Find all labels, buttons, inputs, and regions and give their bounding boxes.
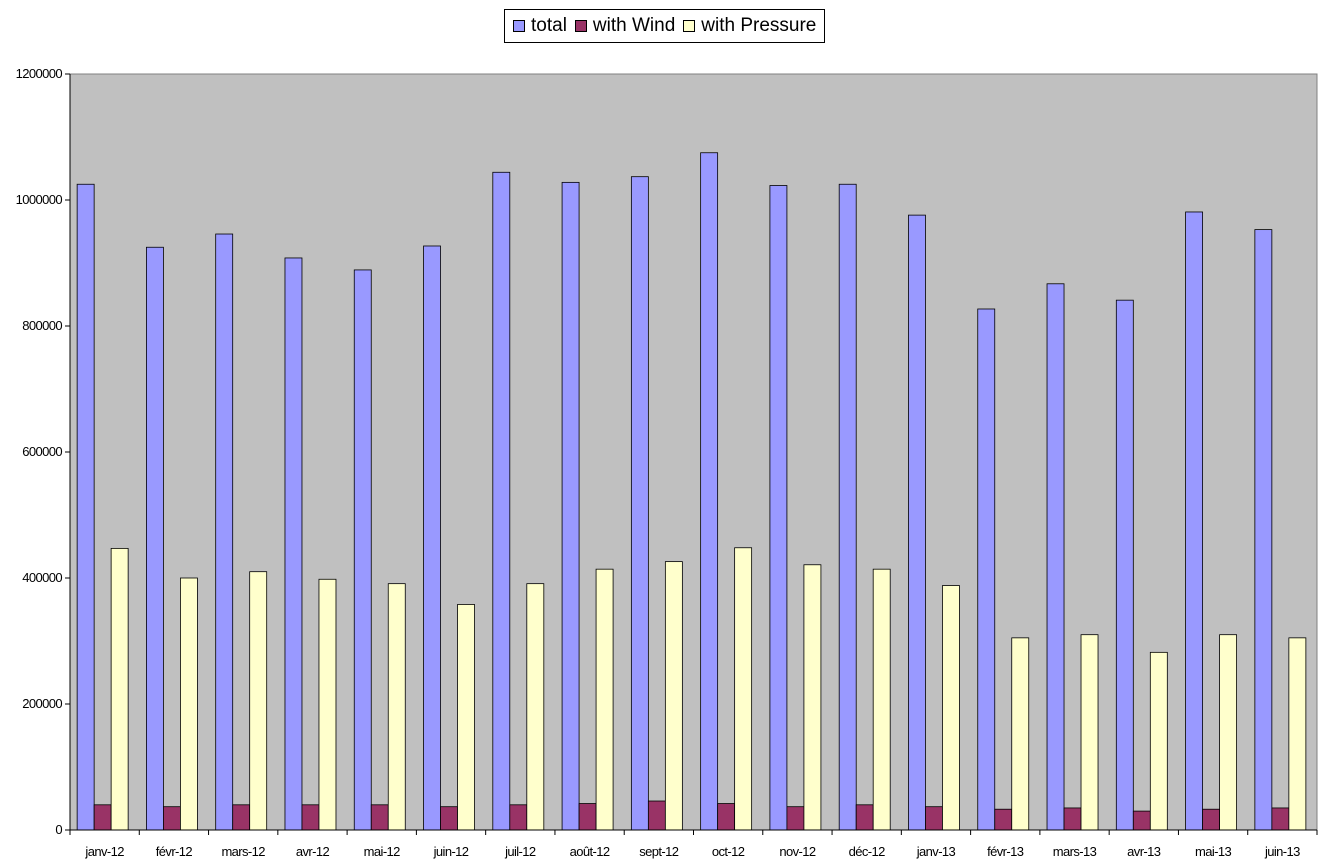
bar-total [700,152,719,831]
bar-total [1115,299,1134,831]
bar-with-pressure [872,568,891,831]
bar-total [1254,229,1273,831]
bar-with-wind [301,804,320,831]
x-tick-label: janv-13 [916,844,956,859]
x-tick-label: juil-12 [504,844,536,859]
legend-label-with-wind: with Wind [592,15,676,36]
bar-with-wind [232,804,251,831]
bar-total [146,246,164,831]
y-tick-label: 400000 [22,570,62,585]
bar-with-pressure [734,547,753,831]
x-tick-label: oct-12 [712,844,745,859]
legend-item-with-pressure: with Pressure [683,15,816,37]
bar-total [769,185,788,831]
y-tick-label: 1000000 [16,192,63,207]
bar-total [284,257,303,831]
bar-with-wind [1202,808,1220,831]
y-tick-label: 0 [55,822,62,837]
bar-total [561,181,580,831]
legend-swatch-with-wind [574,20,587,32]
bar-with-pressure [1219,634,1237,831]
bar-with-wind [717,803,736,831]
y-tick-label: 1200000 [16,66,63,81]
bar-with-wind [925,806,943,831]
bar-total [353,269,372,831]
bar-with-pressure [318,578,337,831]
x-tick-label: déc-12 [849,844,886,859]
bar-with-wind [1271,807,1290,831]
y-tick-label: 600000 [22,444,62,459]
bar-with-wind [1132,810,1151,831]
plot-area: 0 200000 400000 600000 800000 1000000 1200000 j… [16,66,1318,859]
bar-total [215,233,234,831]
x-tick-label: sept-12 [639,844,679,859]
bar-total [423,245,441,831]
bar-with-wind [93,804,112,831]
y-tick-label: 800000 [22,318,62,333]
legend-label-with-pressure: with Pressure [701,15,817,36]
bar-total [76,183,95,831]
bar-with-pressure [595,568,614,831]
legend-swatch-with-pressure [683,20,696,32]
bar-with-wind [647,800,666,831]
bar-with-pressure [664,561,683,831]
bar-with-wind [440,806,458,831]
bar-with-pressure [110,547,129,831]
legend-swatch-total [513,20,525,32]
legend-item-with-wind: with Wind [574,15,676,37]
x-tick-label: août-12 [570,844,610,859]
x-tick-label: mai-13 [1195,844,1232,859]
x-tick-label: juin-12 [433,844,469,859]
x-tick-label: mai-12 [364,844,401,859]
chart-legend: total with Wind with Pressure [504,9,826,43]
bar-with-pressure [1288,637,1307,831]
bar-with-pressure [180,577,198,831]
bar-total [1046,283,1065,831]
bar-with-pressure [457,604,475,831]
bar-total [977,308,996,831]
x-tick-label: mars-13 [1053,844,1097,859]
bar-total [1185,211,1203,831]
bar-total [838,183,857,831]
bar-total [630,176,649,831]
bar-total [492,171,511,831]
bar-with-wind [163,806,181,831]
x-tick-label: juin-13 [1264,844,1300,859]
bar-with-wind [509,804,528,831]
plot-background [69,73,1318,831]
x-tick-label: janv-12 [84,844,124,859]
bar-with-wind [578,803,597,831]
x-tick-label: nov-12 [779,844,816,859]
bar-with-pressure [942,585,960,831]
x-tick-label: avr-12 [296,844,330,859]
bar-with-wind [855,804,874,831]
bar-with-pressure [526,583,545,831]
bar-with-pressure [1080,634,1099,831]
x-tick-label: févr-12 [156,844,193,859]
bar-with-pressure [249,571,268,831]
bar-with-pressure [1011,637,1030,831]
x-tick-label: avr-13 [1127,844,1161,859]
bar-with-wind [994,808,1013,831]
bar-with-pressure [1149,651,1168,831]
legend-item-total: total [513,15,567,37]
bar-with-wind [370,804,389,831]
legend-label-total: total [531,15,567,36]
bar-with-pressure [803,564,822,831]
x-tick-label: mars-12 [221,844,265,859]
bar-with-wind [1063,807,1082,831]
y-tick-label: 200000 [22,696,62,711]
bar-with-wind [786,806,805,831]
bar-total [908,214,926,831]
x-tick-label: févr-13 [987,844,1024,859]
bar-with-pressure [387,583,406,831]
